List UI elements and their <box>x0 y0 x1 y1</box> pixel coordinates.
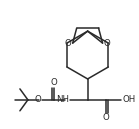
Text: O: O <box>65 39 72 48</box>
Text: O: O <box>50 78 57 87</box>
Text: OH: OH <box>122 95 136 104</box>
Text: O: O <box>34 95 41 104</box>
Text: O: O <box>102 113 109 122</box>
Text: O: O <box>104 39 110 48</box>
Text: NH: NH <box>56 95 69 104</box>
